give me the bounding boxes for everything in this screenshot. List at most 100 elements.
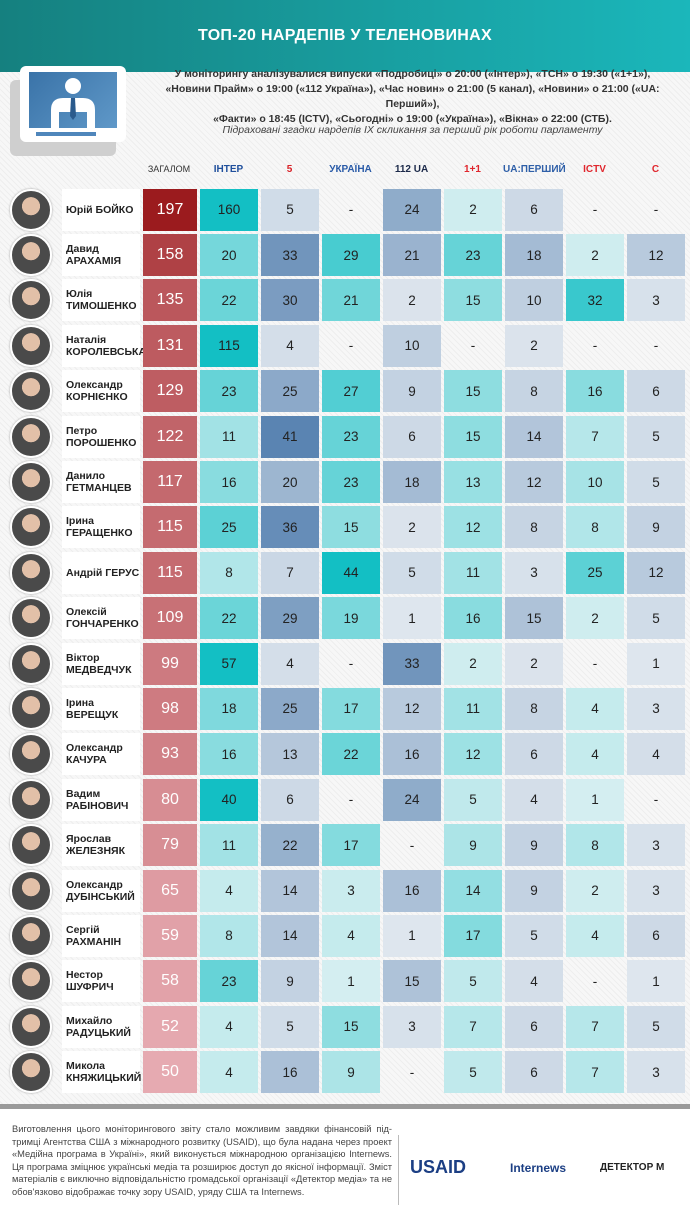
deputy-name: Олексій ГОНЧАРЕНКО — [62, 597, 140, 640]
value-cell: - — [592, 973, 598, 989]
channel-header-3: 112 UA — [394, 163, 429, 175]
value-cell: 11 — [200, 415, 258, 458]
value-cell: 33 — [261, 234, 319, 277]
value-cell: 11 — [444, 551, 502, 594]
value-cell: 10 — [505, 279, 563, 322]
value-cell: 15 — [444, 279, 502, 322]
value-cell: - — [653, 338, 659, 354]
first-name: Ярослав — [66, 833, 112, 846]
value-cell: 16 — [200, 733, 258, 776]
total-cell: 50 — [143, 1051, 197, 1094]
value-cell: 5 — [627, 1005, 685, 1048]
footer-text: Виготовлення цього моніторингового звіту… — [12, 1124, 392, 1197]
value-cell: 9 — [505, 824, 563, 867]
intro-text: У моніторингу аналізувалися випуски «Под… — [140, 67, 685, 127]
value-cell: - — [470, 338, 476, 354]
value-cell: 3 — [627, 687, 685, 730]
table-row: Андрій ГЕРУС 115 8 7 44 5 11 3 25 12 — [0, 550, 690, 595]
deputy-name: Вадим РАБІНОВИЧ — [62, 778, 140, 821]
table-row: Сергій РАХМАНІН 59 8 14 4 1 17 5 4 6 — [0, 913, 690, 958]
table-row: Олександр КОРНІЄНКО 129 23 25 27 9 15 8 16 6 — [0, 369, 690, 414]
value-cell: 2 — [566, 597, 624, 640]
first-name: Ірина ВЕРЕЩУК — [66, 696, 119, 721]
value-cell: 15 — [505, 597, 563, 640]
value-cell: 4 — [566, 733, 624, 776]
value-cell: 3 — [627, 279, 685, 322]
footer: Виготовлення цього моніторингового звіту… — [0, 1109, 690, 1209]
avatar — [10, 597, 52, 640]
value-cell: 160 — [200, 188, 258, 231]
value-cell: 21 — [383, 234, 441, 277]
value-cell: 4 — [261, 642, 319, 685]
value-cell: 9 — [627, 506, 685, 549]
avatar — [10, 869, 52, 912]
first-name: Микола — [66, 1060, 105, 1073]
value-cell: 15 — [322, 1005, 380, 1048]
table-row: Юрій БОЙКО 197 160 5 - 24 2 6 - - — [0, 187, 690, 232]
last-name: КАЧУРА — [66, 754, 107, 767]
value-cell: 4 — [261, 324, 319, 367]
value-cell: 23 — [322, 415, 380, 458]
total-cell: 129 — [143, 370, 197, 413]
value-cell: 1 — [566, 778, 624, 821]
value-cell: 2 — [383, 279, 441, 322]
value-cell: 3 — [627, 1051, 685, 1094]
avatar — [10, 1005, 52, 1048]
last-name: ЖЕЛЕЗНЯК — [66, 845, 125, 858]
deputy-name: Нестор ШУФРИЧ — [62, 960, 140, 1003]
deputy-name: Михайло РАДУЦЬКИЙ — [62, 1005, 140, 1048]
first-name: Вадим — [66, 787, 101, 800]
title-text: ТОП-20 НАРДЕПІВ У ТЕЛЕНОВИНАХ — [198, 27, 492, 44]
first-name: Давид — [66, 243, 99, 256]
first-name: Олександр — [66, 379, 123, 392]
first-name: Віктор — [66, 651, 100, 664]
value-cell: 4 — [505, 960, 563, 1003]
value-cell: 15 — [444, 370, 502, 413]
first-name: Сергій — [66, 923, 100, 936]
table-row: Микола КНЯЖИЦЬКИЙ 50 4 16 9 - 5 6 7 3 — [0, 1049, 690, 1094]
value-cell: 16 — [566, 370, 624, 413]
value-cell: 22 — [261, 824, 319, 867]
first-name: Олександр — [66, 878, 123, 891]
total-cell: 98 — [143, 687, 197, 730]
value-cell: 7 — [566, 415, 624, 458]
value-cell: 6 — [627, 914, 685, 957]
deputy-name: Данило ГЕТМАНЦЕВ — [62, 461, 140, 504]
table-row: Ярослав ЖЕЛЕЗНЯК 79 11 22 17-9 9 8 3 — [0, 822, 690, 867]
value-cell: 33 — [383, 642, 441, 685]
avatar — [10, 960, 52, 1003]
last-name: КОРОЛЕВСЬКА — [66, 345, 147, 358]
value-cell: 2 — [444, 642, 502, 685]
internews-logo: Internews — [510, 1161, 567, 1175]
value-cell: 5 — [261, 188, 319, 231]
value-cell: 2 — [505, 324, 563, 367]
total-cell: 93 — [143, 733, 197, 776]
value-cell: 6 — [505, 733, 563, 776]
value-cell: 20 — [200, 234, 258, 277]
value-cell: 12 — [627, 551, 685, 594]
value-cell: 9 — [261, 960, 319, 1003]
value-cell: 11 — [200, 824, 258, 867]
value-cell: 8 — [505, 687, 563, 730]
channel-header-1: 5 — [286, 163, 293, 175]
avatar — [10, 506, 52, 549]
channel-header-7: С — [651, 163, 660, 175]
first-name: Наталія — [66, 333, 107, 346]
value-cell: 8 — [566, 824, 624, 867]
deputy-name: Юлія ТИМОШЕНКО — [62, 279, 140, 322]
value-cell: 7 — [261, 551, 319, 594]
value-cell: - — [348, 202, 354, 218]
value-cell: 8 — [200, 551, 258, 594]
subtitle: Підраховані згадки нардепів IX скликання… — [222, 124, 603, 136]
deputy-name: Сергій РАХМАНІН — [62, 914, 140, 957]
value-cell: 1 — [627, 642, 685, 685]
table-row: Олексій ГОНЧАРЕНКО 109 22 29 19 1 16 15 2 5 — [0, 596, 690, 641]
value-cell: 3 — [627, 869, 685, 912]
value-cell: 15 — [383, 960, 441, 1003]
avatar — [10, 687, 52, 730]
deputy-name: Олександр КОРНІЄНКО — [62, 370, 140, 413]
last-name: АРАХАМІЯ — [66, 255, 122, 268]
value-cell: 6 — [261, 778, 319, 821]
value-cell: 20 — [261, 461, 319, 504]
table-row: Вадим РАБІНОВИЧ 80 40 6-24 5 4 1- — [0, 777, 690, 822]
